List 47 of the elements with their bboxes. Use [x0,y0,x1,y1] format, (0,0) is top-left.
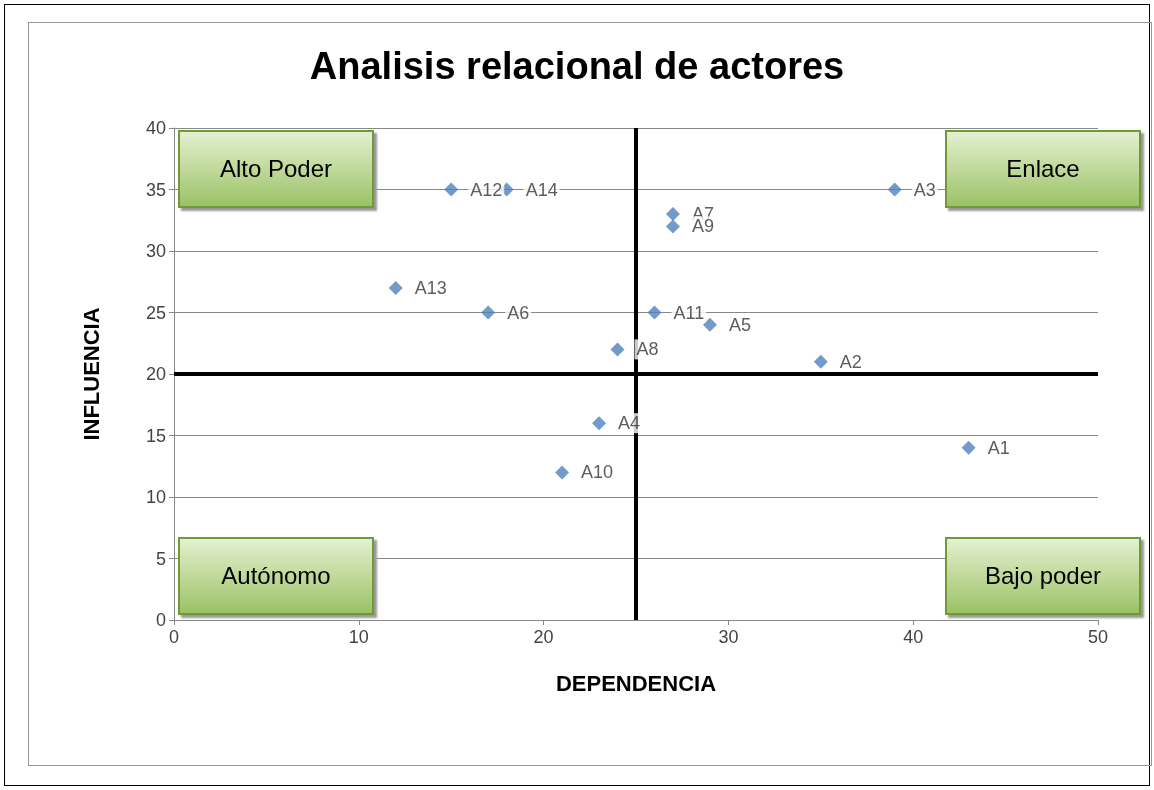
y-tick-label: 20 [145,364,166,384]
y-tick-label: 5 [155,548,166,569]
data-label: A3 [913,179,936,200]
text-box: Enlace [945,130,1141,208]
x-tick-label: 0 [168,627,180,647]
text-box: Autónomo [178,537,374,615]
chart-title: Analisis relacional de actores [309,45,845,87]
y-tick-label: 25 [145,302,166,323]
x-tick-label: 30 [718,627,739,647]
point [961,440,976,455]
point [647,305,662,320]
y-tick-label: 35 [145,179,166,200]
data-label: A10 [581,462,614,483]
x-tick-label: 40 [903,627,924,647]
x-tick-label: 50 [1087,627,1109,647]
data-label: A14 [525,179,558,200]
x-tick-label: 10 [348,627,369,647]
point [555,465,570,480]
y-tick-label: 0 [155,610,166,630]
data-label: A11 [673,302,705,323]
x-tick-label: 20 [533,627,554,647]
point [610,342,625,357]
data-label: A6 [507,302,530,323]
point [665,207,680,222]
y-axis-title: INFLUENCIA [78,307,104,441]
point [702,317,717,332]
data-label: A8 [636,339,659,360]
point [388,280,403,295]
x-axis-title: DEPENDENCIA [555,670,717,696]
data-label: A13 [414,277,447,298]
data-label: A4 [618,413,641,434]
data-label: A1 [987,437,1010,458]
data-label: A12 [470,179,503,200]
point [592,416,607,431]
y-tick-label: 40 [145,118,166,138]
point [481,305,496,320]
data-label: A5 [728,314,751,335]
data-label: A2 [839,351,862,372]
point [665,219,680,234]
point [887,182,902,197]
point [813,354,828,369]
y-tick-label: 30 [145,241,166,261]
text-box: Bajo poder [945,537,1141,615]
text-box: Alto Poder [178,130,374,208]
y-tick-label: 10 [145,487,166,507]
y-tick-label: 15 [145,425,166,446]
point [444,182,459,197]
